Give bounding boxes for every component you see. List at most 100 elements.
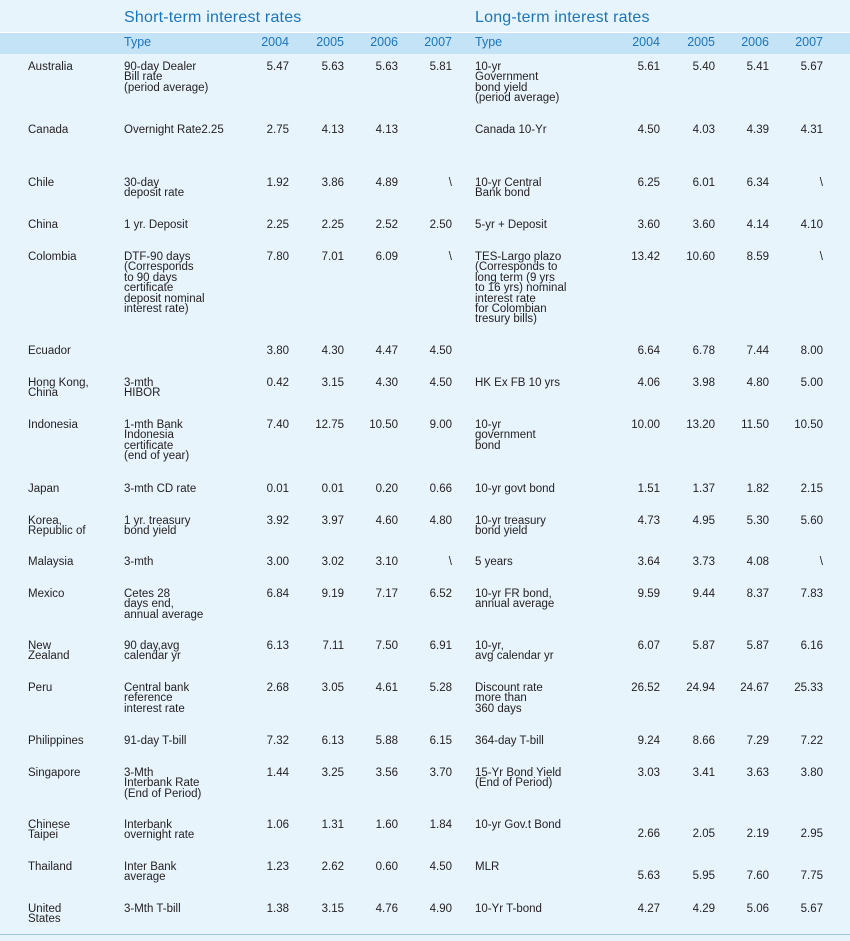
long-rate-cell: 4.08 — [746, 556, 769, 568]
long-rate-cell: 2.15 — [800, 483, 823, 495]
short-rate-cell: 4.13 — [321, 124, 344, 136]
short-type-cell: 3-Mth Interbank Rate (End of Period) — [124, 767, 202, 800]
long-rate-cell: 1.82 — [746, 483, 769, 495]
long-rate-cell: 4.80 — [746, 377, 769, 389]
long-rate-cell: 5.60 — [800, 515, 823, 527]
long-rate-cell: 10.50 — [794, 419, 823, 431]
long-type-cell: 15-Yr Bond Yield (End of Period) — [475, 767, 562, 790]
short-rate-cell: 6.84 — [266, 588, 289, 600]
short-rate-cell: 6.13 — [321, 735, 344, 747]
short-rate-cell: 1.38 — [266, 903, 289, 915]
long-rate-cell: 7.29 — [746, 735, 769, 747]
long-type-cell: TES-Largo plazo (Corresponds to long ter… — [475, 251, 567, 326]
long-type-cell: 5 years — [475, 556, 513, 568]
long-rate-cell: 4.39 — [746, 124, 769, 136]
short-type-cell: 3-mth HIBOR — [124, 377, 161, 400]
long-rate-cell: 9.44 — [692, 588, 715, 600]
short-rate-cell: 0.01 — [321, 483, 344, 495]
long-type-cell: 10-yr Central Bank bond — [475, 177, 542, 200]
long-rate-cell: 13.20 — [686, 419, 715, 431]
column-header-row — [0, 32, 850, 54]
short-term-title: Short-term interest rates — [124, 9, 302, 26]
long-rate-cell: 3.41 — [692, 767, 715, 779]
long-rate-cell: 9.59 — [637, 588, 660, 600]
long-rate-cell: 3.03 — [637, 767, 660, 779]
short-year-header-2005: 2005 — [316, 35, 344, 49]
short-rate-cell: 6.91 — [429, 640, 452, 652]
long-rate-cell: 4.10 — [800, 219, 823, 231]
short-rate-cell: 4.60 — [375, 515, 398, 527]
short-rate-cell: 1.44 — [266, 767, 289, 779]
short-rate-cell: 4.47 — [375, 345, 398, 357]
long-type-cell: 10-Yr T-bond — [475, 903, 542, 915]
short-rate-cell: 7.17 — [375, 588, 398, 600]
long-rate-cell: 5.67 — [800, 903, 823, 915]
long-rate-cell: 26.52 — [631, 682, 660, 694]
long-type-cell: 10-yr government bond — [475, 419, 536, 452]
long-rate-cell: \ — [819, 177, 823, 189]
short-rate-cell: 2.25 — [266, 219, 289, 231]
long-rate-cell: 3.64 — [637, 556, 660, 568]
long-rate-cell: 5.95 — [692, 870, 715, 882]
short-rate-cell: 9.19 — [321, 588, 344, 600]
long-rate-cell: 24.67 — [740, 682, 769, 694]
short-rate-cell: 0.42 — [266, 377, 289, 389]
short-rate-cell: 3.70 — [429, 767, 452, 779]
long-year-header-2007: 2007 — [795, 35, 823, 49]
long-year-header-2005: 2005 — [687, 35, 715, 49]
short-rate-cell: 4.61 — [375, 682, 398, 694]
short-type-cell: 3-Mth T-bill — [124, 903, 181, 915]
short-type-cell: Interbank overnight rate — [124, 819, 195, 842]
short-rate-cell: \ — [448, 177, 452, 189]
long-rate-cell: 3.60 — [637, 219, 660, 231]
long-rate-cell: 5.40 — [692, 61, 715, 73]
long-type-cell: HK Ex FB 10 yrs — [475, 377, 560, 389]
long-rate-cell: 1.37 — [692, 483, 715, 495]
long-rate-cell: 6.64 — [637, 345, 660, 357]
short-type-cell: Overnight Rate2.25 — [124, 124, 224, 136]
short-type-cell: 1-mth Bank Indonesia certificate (end of… — [124, 419, 190, 463]
country-cell: Philippines — [28, 735, 84, 747]
short-rate-cell: 3.56 — [375, 767, 398, 779]
short-rate-cell: 7.32 — [266, 735, 289, 747]
long-rate-cell: 5.63 — [637, 870, 660, 882]
short-rate-cell: 3.05 — [321, 682, 344, 694]
long-rate-cell: 7.22 — [800, 735, 823, 747]
long-rate-cell: 4.27 — [637, 903, 660, 915]
short-year-header-2006: 2006 — [370, 35, 398, 49]
long-rate-cell: 5.61 — [637, 61, 660, 73]
country-cell: Chile — [28, 177, 55, 189]
short-rate-cell: 3.25 — [321, 767, 344, 779]
short-rate-cell: 12.75 — [315, 419, 344, 431]
short-type-cell: 90-day Dealer Bill rate (period average) — [124, 61, 209, 94]
long-rate-cell: 6.16 — [800, 640, 823, 652]
short-rate-cell: 3.86 — [321, 177, 344, 189]
short-type-cell: 1 yr. Deposit — [124, 219, 188, 231]
short-rate-cell: 4.90 — [429, 903, 452, 915]
long-type-cell: 10-yr, avg calendar yr — [475, 640, 554, 663]
short-rate-cell: 4.50 — [429, 345, 452, 357]
short-rate-cell: 2.52 — [375, 219, 398, 231]
short-rate-cell: 5.28 — [429, 682, 452, 694]
long-type-cell: 10-yr govt bond — [475, 483, 555, 495]
short-rate-cell: 4.30 — [321, 345, 344, 357]
short-rate-cell: 9.00 — [429, 419, 452, 431]
short-rate-cell: 2.25 — [321, 219, 344, 231]
long-rate-cell: 6.07 — [637, 640, 660, 652]
short-rate-cell: \ — [448, 251, 452, 263]
bottom-rule — [0, 934, 850, 935]
short-type-cell: Central bank reference interest rate — [124, 682, 190, 715]
long-rate-cell: 5.00 — [800, 377, 823, 389]
long-rate-cell: 3.98 — [692, 377, 715, 389]
short-rate-cell: 1.06 — [266, 819, 289, 831]
short-type-cell: 91-day T-bill — [124, 735, 187, 747]
short-rate-cell: 3.02 — [321, 556, 344, 568]
country-cell: Singapore — [28, 767, 81, 779]
short-rate-cell: \ — [448, 556, 452, 568]
short-rate-cell: 1.84 — [429, 819, 452, 831]
country-cell: Malaysia — [28, 556, 74, 568]
short-rate-cell: 4.76 — [375, 903, 398, 915]
long-rate-cell: 3.73 — [692, 556, 715, 568]
long-year-header-2006: 2006 — [741, 35, 769, 49]
short-rate-cell: 5.63 — [321, 61, 344, 73]
